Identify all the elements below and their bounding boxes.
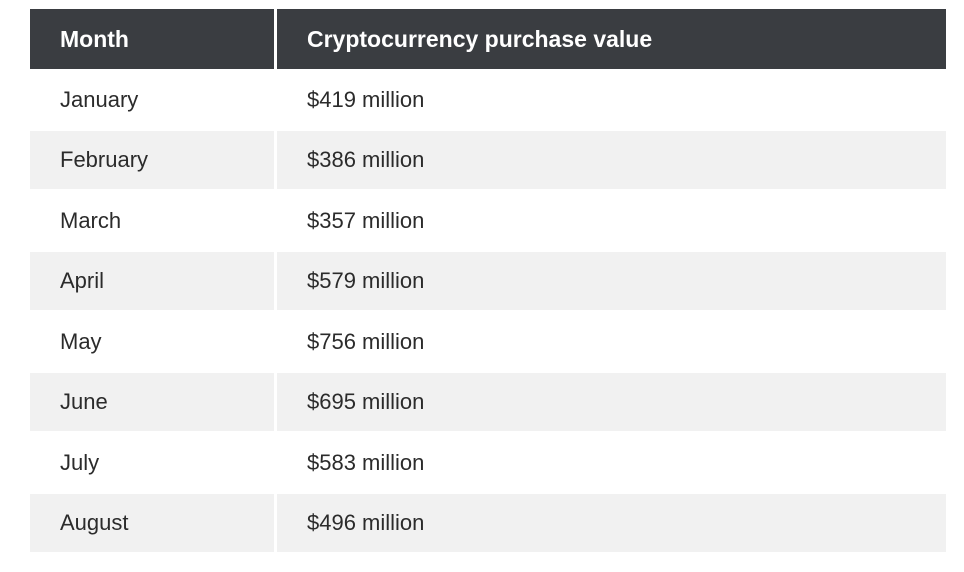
table-row: May $756 million (30, 311, 946, 373)
column-header-value: Cryptocurrency purchase value (277, 9, 946, 69)
column-divider (274, 131, 277, 189)
month-cell: May (30, 311, 274, 373)
column-divider (274, 252, 277, 310)
value-cell: $357 million (277, 190, 946, 252)
value-cell: $419 million (277, 69, 946, 131)
column-divider (274, 69, 277, 131)
month-cell: August (30, 494, 274, 552)
value-cell: $756 million (277, 311, 946, 373)
value-cell: $579 million (277, 252, 946, 310)
value-cell: $386 million (277, 131, 946, 189)
column-divider (274, 311, 277, 373)
month-cell: February (30, 131, 274, 189)
table-row: June $695 million (30, 373, 946, 431)
column-divider (274, 373, 277, 431)
month-cell: April (30, 252, 274, 310)
value-cell: $496 million (277, 494, 946, 552)
table-row: February $386 million (30, 131, 946, 189)
column-divider (274, 190, 277, 252)
table-row: March $357 million (30, 190, 946, 252)
column-divider (274, 494, 277, 552)
month-cell: March (30, 190, 274, 252)
value-cell: $695 million (277, 373, 946, 431)
value-cell: $583 million (277, 432, 946, 494)
column-divider (274, 432, 277, 494)
month-cell: June (30, 373, 274, 431)
table-row: July $583 million (30, 432, 946, 494)
table-row: January $419 million (30, 69, 946, 131)
month-cell: January (30, 69, 274, 131)
month-cell: July (30, 432, 274, 494)
table-row: April $579 million (30, 252, 946, 310)
column-divider (274, 9, 277, 69)
table-row: August $496 million (30, 494, 946, 552)
table-header-row: Month Cryptocurrency purchase value (30, 9, 946, 69)
purchase-table: Month Cryptocurrency purchase value Janu… (30, 9, 946, 553)
column-header-month: Month (30, 9, 274, 69)
